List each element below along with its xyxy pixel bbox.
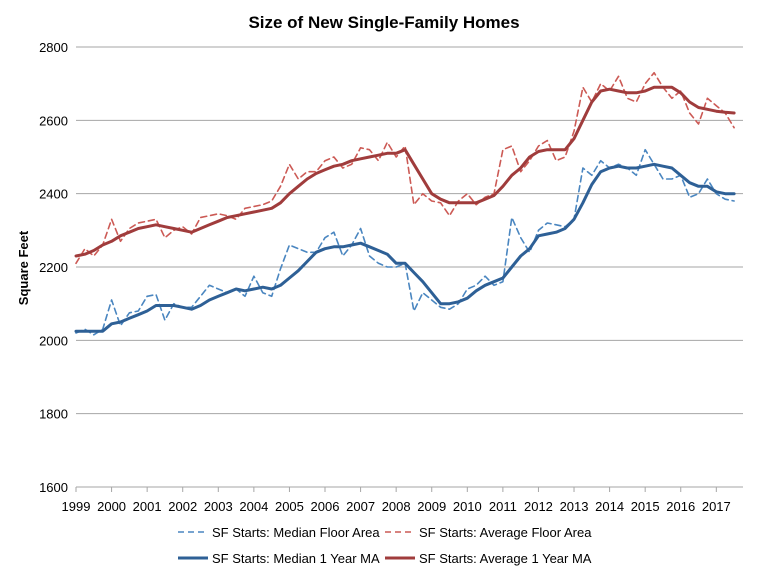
- legend-label: SF Starts: Median 1 Year MA: [212, 551, 380, 566]
- series-line-3: [74, 162, 736, 333]
- x-tick-label: 2005: [275, 499, 304, 514]
- x-tick-label: 2008: [382, 499, 411, 514]
- y-tick-label: 2200: [39, 260, 68, 275]
- y-tick-label: 2400: [39, 187, 68, 202]
- x-tick-label: 2016: [666, 499, 695, 514]
- x-axis-ticks: 1999 2000 2001 2002 2003 2004 2005 2006 2007 2008…: [62, 487, 731, 514]
- y-axis-label: Square Feet: [16, 230, 31, 305]
- chart-title: Size of New Single-Family Homes: [248, 13, 519, 32]
- x-tick-label: 2006: [311, 499, 340, 514]
- y-tick-label: 2800: [39, 40, 68, 55]
- x-tick-label: 2001: [133, 499, 162, 514]
- legend: SF Starts: Median Floor Area SF Starts: A…: [178, 525, 592, 566]
- x-tick-label: 2009: [417, 499, 446, 514]
- legend-label: SF Starts: Average 1 Year MA: [419, 551, 592, 566]
- x-tick-label: 2004: [239, 499, 268, 514]
- x-tick-label: 2003: [204, 499, 233, 514]
- x-tick-label: 2013: [560, 499, 589, 514]
- legend-label: SF Starts: Median Floor Area: [212, 525, 380, 540]
- x-tick-label: 2015: [631, 499, 660, 514]
- y-tick-label: 2000: [39, 333, 68, 348]
- x-tick-label: 2012: [524, 499, 553, 514]
- series-group: [74, 71, 736, 336]
- x-tick-label: 2010: [453, 499, 482, 514]
- gridlines: [76, 46, 743, 488]
- x-tick-label: 1999: [62, 499, 91, 514]
- x-tick-label: 2017: [702, 499, 731, 514]
- x-tick-label: 2000: [97, 499, 126, 514]
- x-tick-label: 2007: [346, 499, 375, 514]
- series-line-4: [74, 85, 736, 258]
- y-tick-label: 1600: [39, 480, 68, 495]
- x-tick-label: 2014: [595, 499, 624, 514]
- y-tick-label: 2600: [39, 113, 68, 128]
- x-tick-label: 2002: [168, 499, 197, 514]
- x-tick-label: 2011: [489, 499, 517, 514]
- y-tick-label: 1800: [39, 407, 68, 422]
- legend-label: SF Starts: Average Floor Area: [419, 525, 592, 540]
- y-axis-ticks: 1600 1800 2000 2200 2400 2600 2800: [39, 40, 68, 495]
